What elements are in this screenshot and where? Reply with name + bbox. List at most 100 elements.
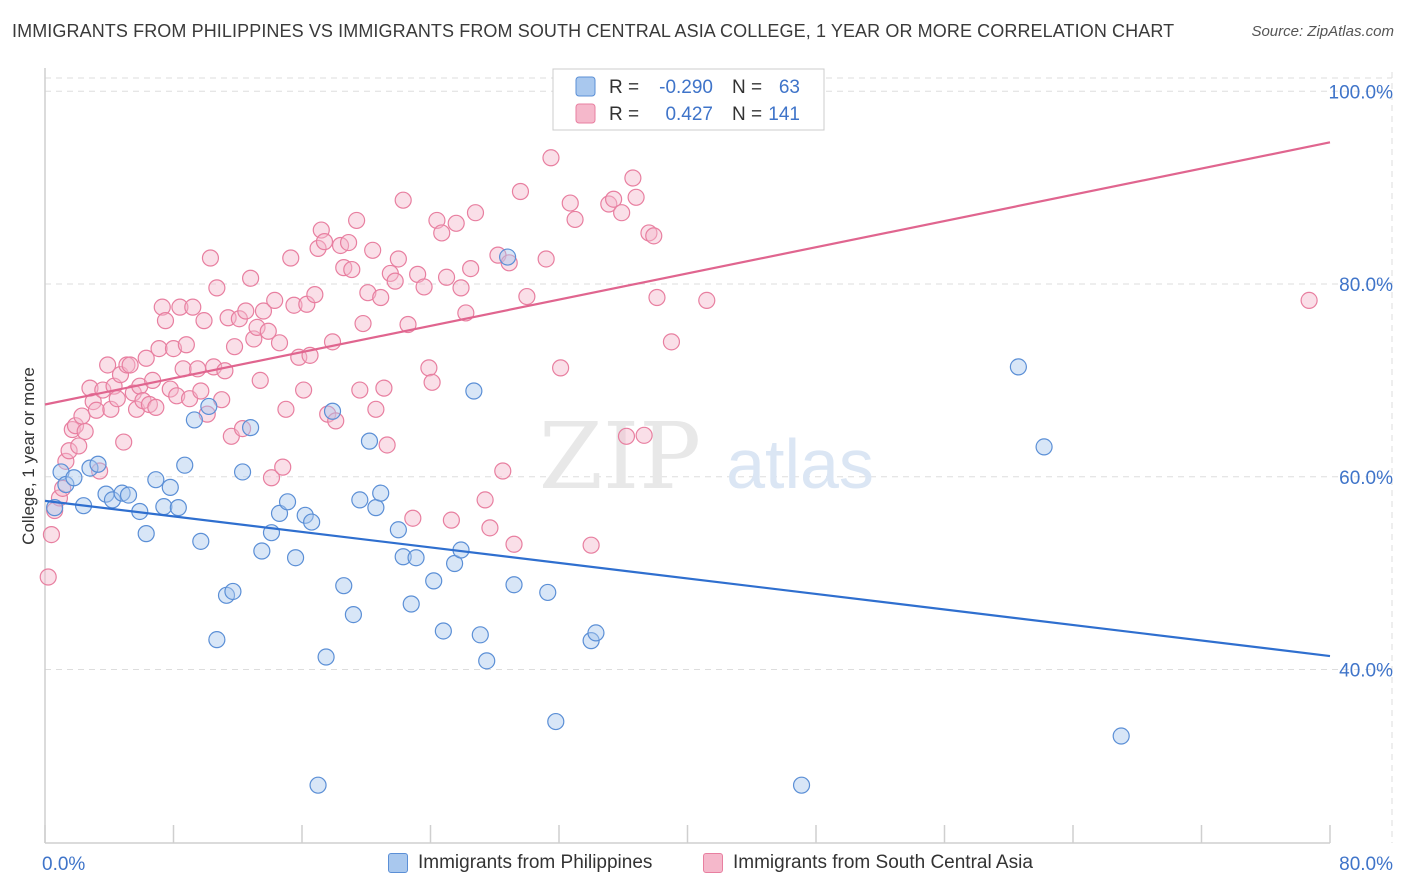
point-south-central-asia <box>137 349 155 367</box>
point-south-central-asia <box>1300 291 1318 310</box>
legend-n-label-1: N = <box>732 77 762 98</box>
x-tick-label-max: 80.0% <box>1339 854 1393 875</box>
point-philippines <box>323 402 342 420</box>
legend-item-philippines[interactable]: Immigrants from Philippines <box>388 852 652 874</box>
point-philippines <box>1035 438 1053 456</box>
point-south-central-asia <box>420 359 438 377</box>
point-south-central-asia <box>511 182 530 201</box>
point-philippines <box>303 513 321 531</box>
watermark: ZIP atlas <box>539 403 874 510</box>
point-philippines <box>155 498 173 516</box>
point-south-central-asia <box>394 191 412 209</box>
point-philippines <box>434 622 452 640</box>
point-philippines <box>394 548 412 566</box>
point-south-central-asia <box>262 469 281 487</box>
point-south-central-asia <box>466 204 485 222</box>
point-philippines <box>539 583 557 602</box>
point-philippines <box>278 493 297 511</box>
point-philippines <box>296 506 314 524</box>
point-south-central-asia <box>153 298 171 316</box>
point-south-central-asia <box>73 407 91 425</box>
point-south-central-asia <box>518 287 536 306</box>
point-south-central-asia <box>315 233 334 251</box>
point-philippines <box>81 459 99 477</box>
point-philippines <box>185 411 203 429</box>
point-philippines <box>1009 358 1027 376</box>
point-philippines <box>161 478 179 496</box>
point-south-central-asia <box>76 422 94 441</box>
point-south-central-asia <box>600 195 618 213</box>
point-philippines <box>65 469 83 487</box>
point-south-central-asia <box>354 314 372 333</box>
y-axis-label: College, 1 year or more <box>19 367 38 545</box>
point-south-central-asia <box>375 379 393 397</box>
legend-n-value-2: 141 <box>768 104 800 125</box>
point-south-central-asia <box>624 169 642 187</box>
legend-r-label-2: R = <box>609 104 639 125</box>
point-south-central-asia <box>70 437 88 455</box>
point-south-central-asia <box>248 318 266 336</box>
tick-labels: 40.0% 60.0% 80.0% 100.0% 0.0% 80.0% <box>42 82 1393 875</box>
point-south-central-asia <box>270 334 289 352</box>
point-south-central-asia <box>635 426 653 444</box>
legend-n-value-1: 63 <box>779 77 800 98</box>
point-south-central-asia <box>57 452 75 470</box>
point-south-central-asia <box>348 211 366 230</box>
point-south-central-asia <box>343 260 361 279</box>
point-philippines <box>192 532 210 550</box>
point-philippines <box>119 486 138 504</box>
point-philippines <box>792 776 811 794</box>
legend-item-south-central-asia[interactable]: Immigrants from South Central Asia <box>703 852 1033 874</box>
point-philippines <box>242 419 260 437</box>
point-south-central-asia <box>481 519 499 537</box>
point-philippines <box>89 455 107 473</box>
point-south-central-asia <box>42 525 61 544</box>
point-south-central-asia <box>415 278 433 296</box>
bottom-legend: Immigrants from Philippines Immigrants f… <box>0 848 1406 882</box>
point-south-central-asia <box>192 382 210 400</box>
trend-line-south-central-asia <box>44 141 1331 406</box>
point-south-central-asia <box>274 458 292 476</box>
point-south-central-asia <box>225 338 244 356</box>
point-philippines <box>224 582 242 601</box>
x-tick-label-min: 0.0% <box>42 854 85 875</box>
point-south-central-asia <box>605 190 623 208</box>
point-philippines <box>176 456 194 474</box>
point-south-central-asia <box>168 387 186 405</box>
trend-line-philippines <box>44 499 1331 658</box>
point-south-central-asia <box>442 511 460 529</box>
legend-swatch-south-central-asia <box>703 853 723 873</box>
point-south-central-asia <box>494 462 512 480</box>
point-south-central-asia <box>108 390 126 408</box>
point-south-central-asia <box>378 436 396 454</box>
point-south-central-asia <box>150 339 168 358</box>
point-philippines <box>286 549 305 567</box>
point-south-central-asia <box>115 433 133 451</box>
series-south-central-asia-points <box>39 149 1318 586</box>
point-philippines <box>547 712 565 731</box>
point-south-central-asia <box>462 260 480 278</box>
point-south-central-asia <box>295 381 313 399</box>
point-south-central-asia <box>500 254 518 272</box>
point-south-central-asia <box>351 381 369 399</box>
point-south-central-asia <box>452 279 470 297</box>
point-philippines <box>407 549 425 567</box>
point-south-central-asia <box>662 333 681 351</box>
point-south-central-asia <box>359 284 377 302</box>
point-south-central-asia <box>447 214 465 232</box>
point-south-central-asia <box>309 239 327 257</box>
chart-title: IMMIGRANTS FROM PHILIPPINES VS IMMIGRANT… <box>12 21 1175 41</box>
point-south-central-asia <box>627 188 645 206</box>
point-south-central-asia <box>91 462 109 480</box>
point-south-central-asia <box>648 288 666 307</box>
point-philippines <box>137 525 155 543</box>
point-south-central-asia <box>99 356 117 374</box>
point-philippines <box>103 491 122 509</box>
point-philippines <box>372 484 390 502</box>
watermark-atlas: atlas <box>726 425 874 503</box>
point-south-central-asia <box>552 359 570 377</box>
point-philippines <box>147 471 165 489</box>
point-south-central-asia <box>184 298 202 316</box>
point-south-central-asia <box>266 291 284 310</box>
point-south-central-asia <box>367 400 385 418</box>
